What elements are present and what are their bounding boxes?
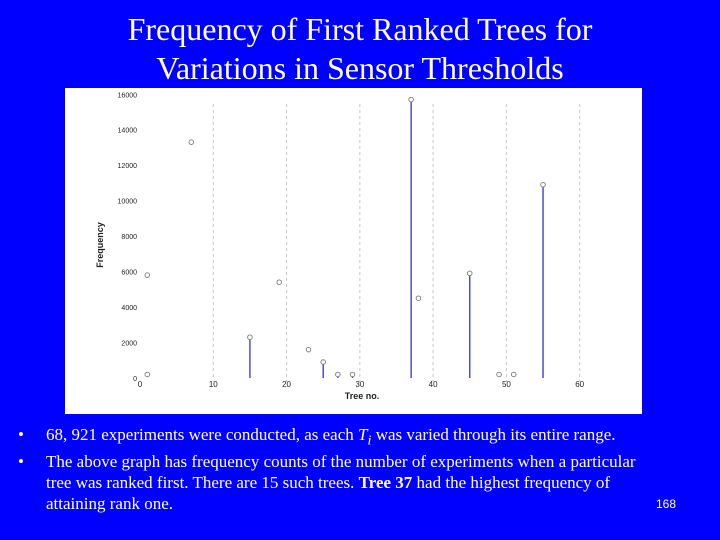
variable-t: T <box>358 425 368 444</box>
slide-title: Frequency of First Ranked Trees for Vari… <box>0 10 720 88</box>
data-point <box>496 371 502 378</box>
frequency-chart: 0 2000 4000 6000 8000 10000 12000 14000 16000 0 10… <box>65 88 642 414</box>
bullet-dot: • <box>18 452 24 472</box>
data-point <box>335 371 341 378</box>
data-point <box>415 295 422 301</box>
data-point <box>540 181 546 188</box>
data-point <box>510 371 517 378</box>
x-tick-label: 10 <box>209 380 218 389</box>
data-point <box>247 334 253 340</box>
y-tick-label: 2000 <box>121 341 137 348</box>
data-point <box>144 371 151 378</box>
x-tick-label: 50 <box>502 380 511 389</box>
x-tick-label: 20 <box>282 380 291 389</box>
slide-title-line-2: Variations in Sensor Thresholds <box>156 50 564 86</box>
data-point <box>305 346 312 353</box>
frequency-chart-svg: 0 2000 4000 6000 8000 10000 12000 14000 16000 0 10… <box>95 92 585 401</box>
data-point <box>320 359 326 365</box>
data-point <box>408 96 414 103</box>
slide-title-line-1: Frequency of First Ranked Trees for <box>127 11 593 47</box>
bullet-text: The above graph has frequency counts of … <box>46 452 636 493</box>
bullet-list: • 68, 921 experiments were conducted, as… <box>18 424 658 514</box>
bullet-dot: • <box>18 425 24 444</box>
y-tick-label: 0 <box>133 376 137 383</box>
slide-number: 168 <box>656 497 677 511</box>
bullet-item-graph-description: • The above graph has frequency counts o… <box>18 451 658 514</box>
bullet-bold-text: Tree 37 <box>358 473 413 493</box>
y-tick-label: 12000 <box>118 163 138 170</box>
data-point <box>144 272 151 278</box>
variable-subscript: i <box>367 432 372 449</box>
y-tick-label: 14000 <box>118 128 138 135</box>
bullet-text-end: had the highest frequency of attaining r… <box>46 473 611 514</box>
y-axis-label: Frequency <box>95 222 105 268</box>
y-tick-label: 8000 <box>121 234 137 241</box>
y-tick-label: 4000 <box>121 305 137 312</box>
bullet-item-experiments: • 68, 921 experiments were conducted, as… <box>18 424 658 451</box>
y-tick-label: 6000 <box>121 270 137 277</box>
bullet-text-end: was varied through its entire range. <box>371 425 616 444</box>
data-point <box>467 270 473 277</box>
x-tick-label: 30 <box>355 380 364 389</box>
x-tick-label: 60 <box>575 380 584 389</box>
x-tick-label: 40 <box>429 380 438 389</box>
bullet-text: 68, 921 experiments were conducted, as e… <box>46 425 359 444</box>
data-point <box>188 139 195 145</box>
data-point <box>276 279 282 285</box>
y-tick-label: 16000 <box>118 92 138 99</box>
data-point <box>349 371 356 378</box>
x-axis-label: Tree no. <box>345 391 380 401</box>
y-tick-label: 10000 <box>118 199 138 206</box>
x-tick-label: 0 <box>138 380 143 389</box>
